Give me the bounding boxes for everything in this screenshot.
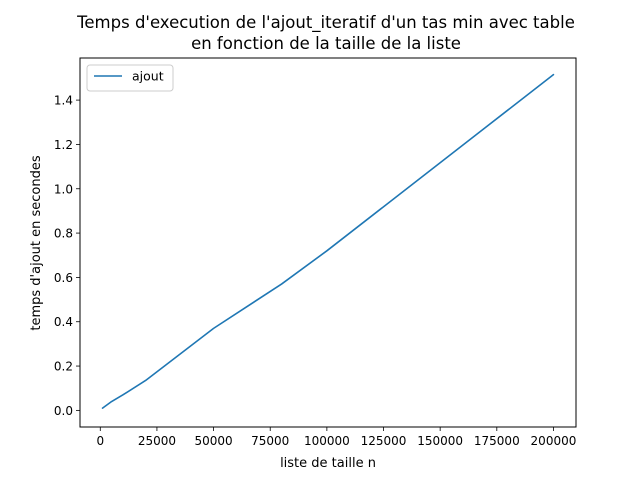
plot-frame <box>79 57 577 428</box>
plot-area: 0 25000 50000 75000 100000 125000 150000 175000… <box>54 57 577 448</box>
y-tick-label: 0.4 <box>54 315 73 329</box>
x-tick-label: 125000 <box>361 434 407 448</box>
plot-background <box>80 58 576 427</box>
x-tick-label: 50000 <box>194 434 232 448</box>
chart-title-line-1: Temps d'execution de l'ajout_iteratif d'… <box>76 13 575 33</box>
x-tick-label: 175000 <box>474 434 520 448</box>
x-axis-ticks: 0 25000 50000 75000 100000 125000 150000 175000… <box>96 427 576 448</box>
x-tick-label: 75000 <box>251 434 289 448</box>
series-line-ajout <box>101 73 555 409</box>
y-axis-label: temps d'ajout en secondes <box>29 155 44 330</box>
legend: ajout <box>86 64 174 92</box>
y-tick-label: 0.2 <box>54 360 73 374</box>
chart-title-line-2: en fonction de la taille de la liste <box>191 34 461 53</box>
y-tick-label: 0.0 <box>54 404 73 418</box>
y-tick-label: 1.4 <box>54 94 73 108</box>
legend-box <box>86 64 174 92</box>
y-tick-label: 0.6 <box>54 271 73 285</box>
x-tick-label: 25000 <box>138 434 176 448</box>
x-tick-label: 100000 <box>304 434 350 448</box>
series-layer <box>101 73 555 409</box>
y-axis-ticks: 0.0 0.2 0.4 0.6 0.8 1.0 1.2 1.4 <box>54 94 80 418</box>
x-tick-label: 200000 <box>531 434 577 448</box>
x-tick-label: 150000 <box>417 434 463 448</box>
x-axis-label: liste de taille n <box>280 456 376 471</box>
y-tick-label: 1.0 <box>54 182 73 196</box>
y-tick-label: 0.8 <box>54 227 73 241</box>
legend-label-ajout: ajout <box>132 69 164 84</box>
y-tick-label: 1.2 <box>54 138 73 152</box>
x-tick-label: 0 <box>96 434 104 448</box>
